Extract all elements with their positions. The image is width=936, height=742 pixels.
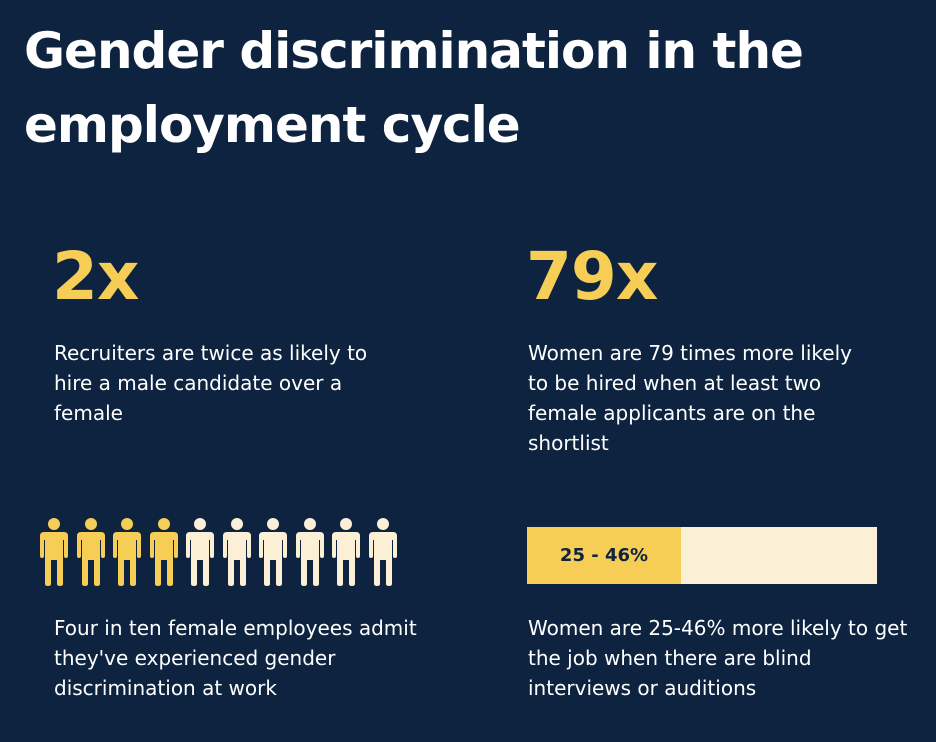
person-icon-filled — [111, 518, 143, 586]
person-icon — [257, 518, 289, 586]
page-title: Gender discrimination in the employment … — [24, 22, 804, 154]
stat-2x: 2x — [52, 238, 139, 315]
person-icon — [294, 518, 326, 586]
people-icon-row — [38, 518, 398, 586]
blind-interview-bar: 25 - 46% — [527, 527, 877, 584]
person-icon-filled — [148, 518, 180, 586]
stat-2x-description: Recruiters are twice as likely to hire a… — [54, 341, 368, 425]
person-icon — [330, 518, 362, 586]
person-icon — [221, 518, 253, 586]
discrimination-description: Four in ten female employees admit they'… — [54, 616, 417, 700]
stat-79x: 79x — [526, 238, 658, 315]
person-icon-filled — [38, 518, 70, 586]
blind-interview-bar-label: 25 - 46% — [559, 545, 649, 566]
blind-interview-description: Women are 25-46% more likely to get the … — [528, 616, 908, 700]
person-icon-filled — [75, 518, 107, 586]
stat-79x-description: Women are 79 times more likely to be hir… — [528, 341, 852, 455]
person-icon — [367, 518, 399, 586]
blind-interview-bar-fill: 25 - 46% — [527, 527, 681, 584]
person-icon — [184, 518, 216, 586]
